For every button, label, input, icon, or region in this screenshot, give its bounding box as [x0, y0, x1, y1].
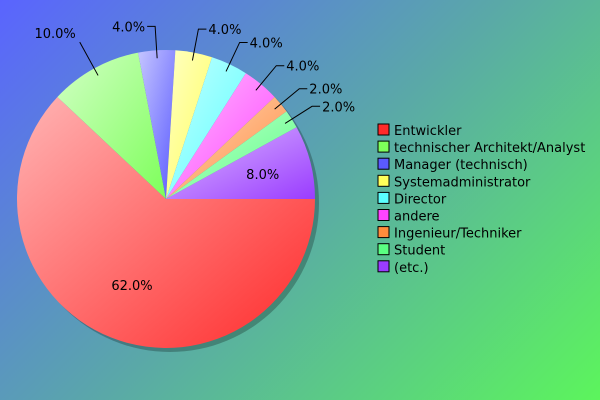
legend-swatch-2 — [377, 140, 390, 153]
legend-swatch-9 — [377, 260, 390, 273]
legend-swatch-1 — [377, 123, 390, 136]
legend-swatch-3 — [377, 157, 390, 170]
legend-label-4: Systemadministrator — [394, 175, 531, 190]
leader-line-4 — [191, 28, 207, 61]
slice-label-6: 4.0% — [286, 60, 319, 75]
legend-swatch-5 — [377, 191, 390, 204]
slice-label-5: 4.0% — [250, 36, 283, 51]
slice-label-4: 4.0% — [208, 23, 241, 38]
legend-label-3: Manager (technisch) — [394, 158, 528, 173]
pie-slice-5 — [166, 57, 246, 200]
legend-label-9: (etc.) — [394, 261, 429, 276]
pie-slices — [16, 50, 319, 352]
leader-line-5 — [225, 41, 248, 72]
pie-slice-3 — [138, 50, 176, 200]
slice-label-8: 2.0% — [322, 100, 355, 115]
leader-line-6 — [255, 65, 285, 91]
pie-slice-2 — [57, 52, 166, 200]
legend: Entwickler technischer Architekt/Analyst M… — [377, 123, 585, 276]
legend-swatch-6 — [377, 209, 390, 221]
leader-line-3 — [147, 25, 158, 59]
pie-slice-7 — [166, 97, 287, 199]
pie-slice-9 — [166, 127, 315, 199]
legend-label-2: technischer Architekt/Analyst — [394, 141, 585, 156]
pie-slice-8 — [166, 111, 297, 199]
slice-label-3: 4.0% — [112, 20, 145, 35]
pie-slice-1 — [16, 97, 315, 349]
leader-line-8 — [284, 105, 321, 124]
legend-label-6: andere — [394, 210, 440, 225]
leader-line-7 — [274, 88, 308, 110]
slice-label-2: 10.0% — [34, 27, 75, 42]
legend-swatch-4 — [377, 174, 390, 187]
leader-lines — [79, 25, 321, 124]
legend-label-5: Director — [394, 192, 447, 207]
legend-label-8: Student — [394, 244, 445, 259]
data-labels: 62.0%10.0% 4.0% 4.0%4.0%4.0%2.0%2.0%8.0% — [34, 20, 355, 294]
pie-slice-6 — [166, 73, 275, 199]
slice-label-1: 62.0% — [111, 279, 152, 294]
slice-label-9: 8.0% — [246, 168, 279, 183]
slice-label-7: 2.0% — [309, 83, 342, 98]
legend-label-1: Entwickler — [394, 124, 462, 139]
pie-slice-4 — [166, 50, 213, 199]
legend-swatch-7 — [377, 226, 390, 239]
legend-swatch-8 — [377, 243, 390, 256]
leader-line-2 — [79, 41, 99, 76]
legend-label-7: Ingenieur/Techniker — [394, 227, 522, 242]
